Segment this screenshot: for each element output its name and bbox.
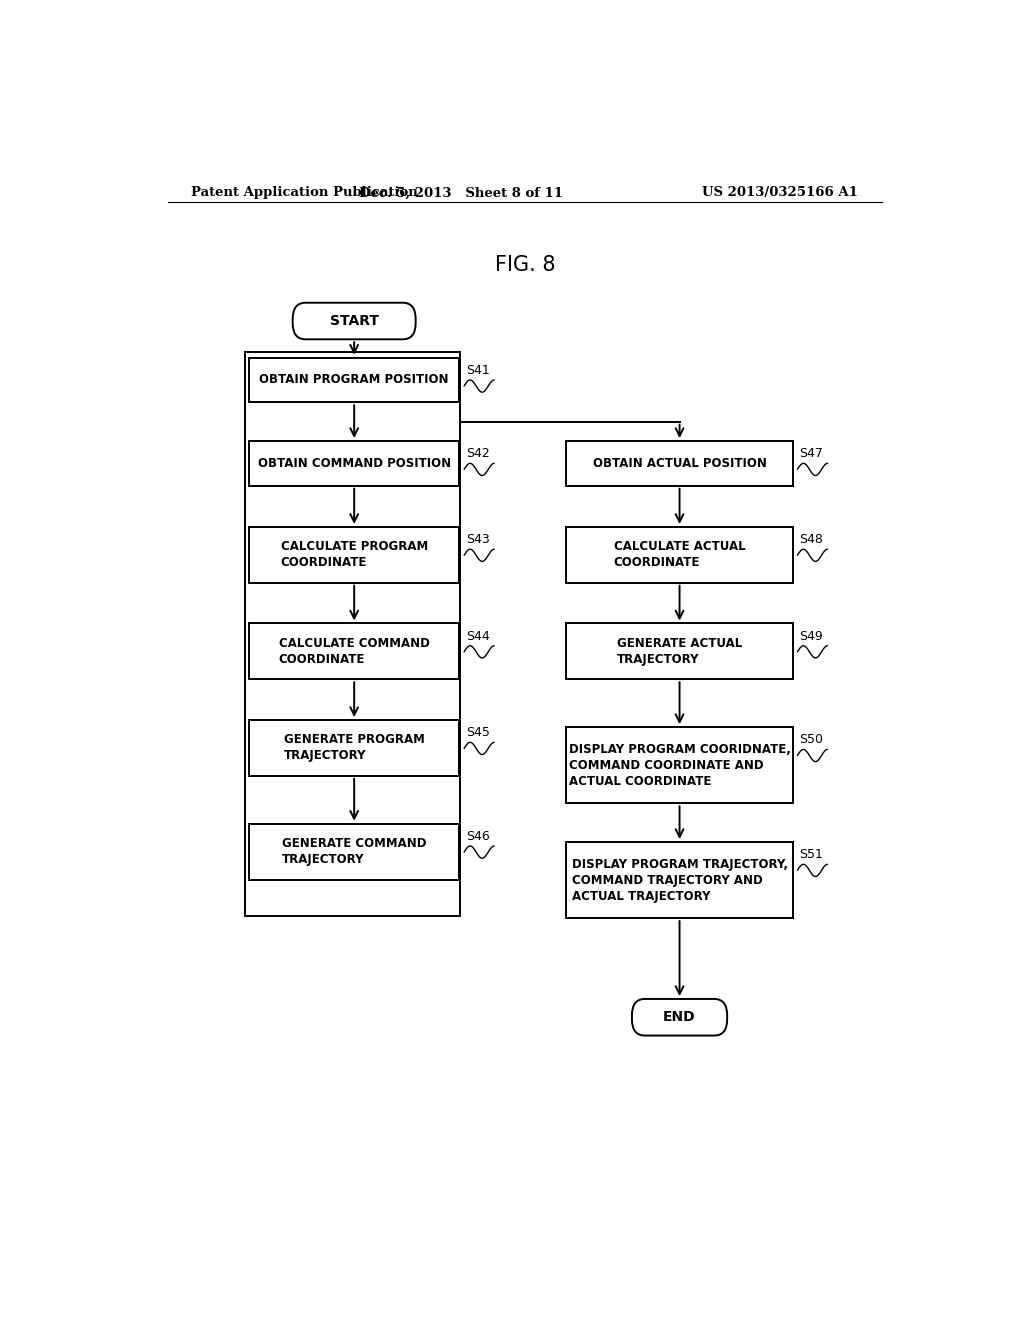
Text: GENERATE COMMAND
TRAJECTORY: GENERATE COMMAND TRAJECTORY — [282, 837, 426, 866]
Bar — [249, 719, 460, 776]
Text: S45: S45 — [466, 726, 489, 739]
Text: FIG. 8: FIG. 8 — [495, 255, 555, 275]
Text: START: START — [330, 314, 379, 329]
Text: OBTAIN PROGRAM POSITION: OBTAIN PROGRAM POSITION — [259, 374, 449, 387]
Text: S42: S42 — [466, 447, 489, 461]
Text: OBTAIN ACTUAL POSITION: OBTAIN ACTUAL POSITION — [593, 457, 767, 470]
FancyBboxPatch shape — [632, 999, 727, 1036]
Text: DISPLAY PROGRAM COORIDNATE,
COMMAND COORDINATE AND
ACTUAL COORDINATE: DISPLAY PROGRAM COORIDNATE, COMMAND COOR… — [568, 743, 791, 788]
Bar — [249, 824, 460, 879]
Bar — [566, 727, 793, 804]
Text: END: END — [664, 1010, 696, 1024]
Text: CALCULATE COMMAND
COORDINATE: CALCULATE COMMAND COORDINATE — [279, 636, 430, 665]
Text: Patent Application Publication: Patent Application Publication — [191, 186, 418, 199]
Text: GENERATE ACTUAL
TRAJECTORY: GENERATE ACTUAL TRAJECTORY — [616, 636, 742, 665]
Bar — [249, 441, 460, 486]
Bar — [566, 527, 793, 582]
Text: DISPLAY PROGRAM TRAJECTORY,
COMMAND TRAJECTORY AND
ACTUAL TRAJECTORY: DISPLAY PROGRAM TRAJECTORY, COMMAND TRAJ… — [571, 858, 787, 903]
Bar — [566, 623, 793, 680]
Bar — [566, 441, 793, 486]
Text: GENERATE PROGRAM
TRAJECTORY: GENERATE PROGRAM TRAJECTORY — [284, 734, 425, 763]
FancyBboxPatch shape — [293, 302, 416, 339]
Text: S41: S41 — [466, 364, 489, 376]
Bar — [566, 842, 793, 919]
Text: US 2013/0325166 A1: US 2013/0325166 A1 — [702, 186, 858, 199]
Text: S46: S46 — [466, 830, 489, 842]
Bar — [249, 527, 460, 582]
Text: S49: S49 — [799, 630, 822, 643]
Text: S47: S47 — [799, 447, 823, 461]
Text: CALCULATE ACTUAL
COORDINATE: CALCULATE ACTUAL COORDINATE — [613, 540, 745, 569]
Text: S43: S43 — [466, 533, 489, 546]
Text: OBTAIN COMMAND POSITION: OBTAIN COMMAND POSITION — [258, 457, 451, 470]
Bar — [249, 358, 460, 403]
Text: S50: S50 — [799, 733, 823, 746]
Text: S48: S48 — [799, 533, 823, 546]
Bar — [249, 623, 460, 680]
Text: S44: S44 — [466, 630, 489, 643]
Text: CALCULATE PROGRAM
COORDINATE: CALCULATE PROGRAM COORDINATE — [281, 540, 428, 569]
Text: Dec. 5, 2013   Sheet 8 of 11: Dec. 5, 2013 Sheet 8 of 11 — [359, 186, 563, 199]
Text: S51: S51 — [799, 847, 823, 861]
